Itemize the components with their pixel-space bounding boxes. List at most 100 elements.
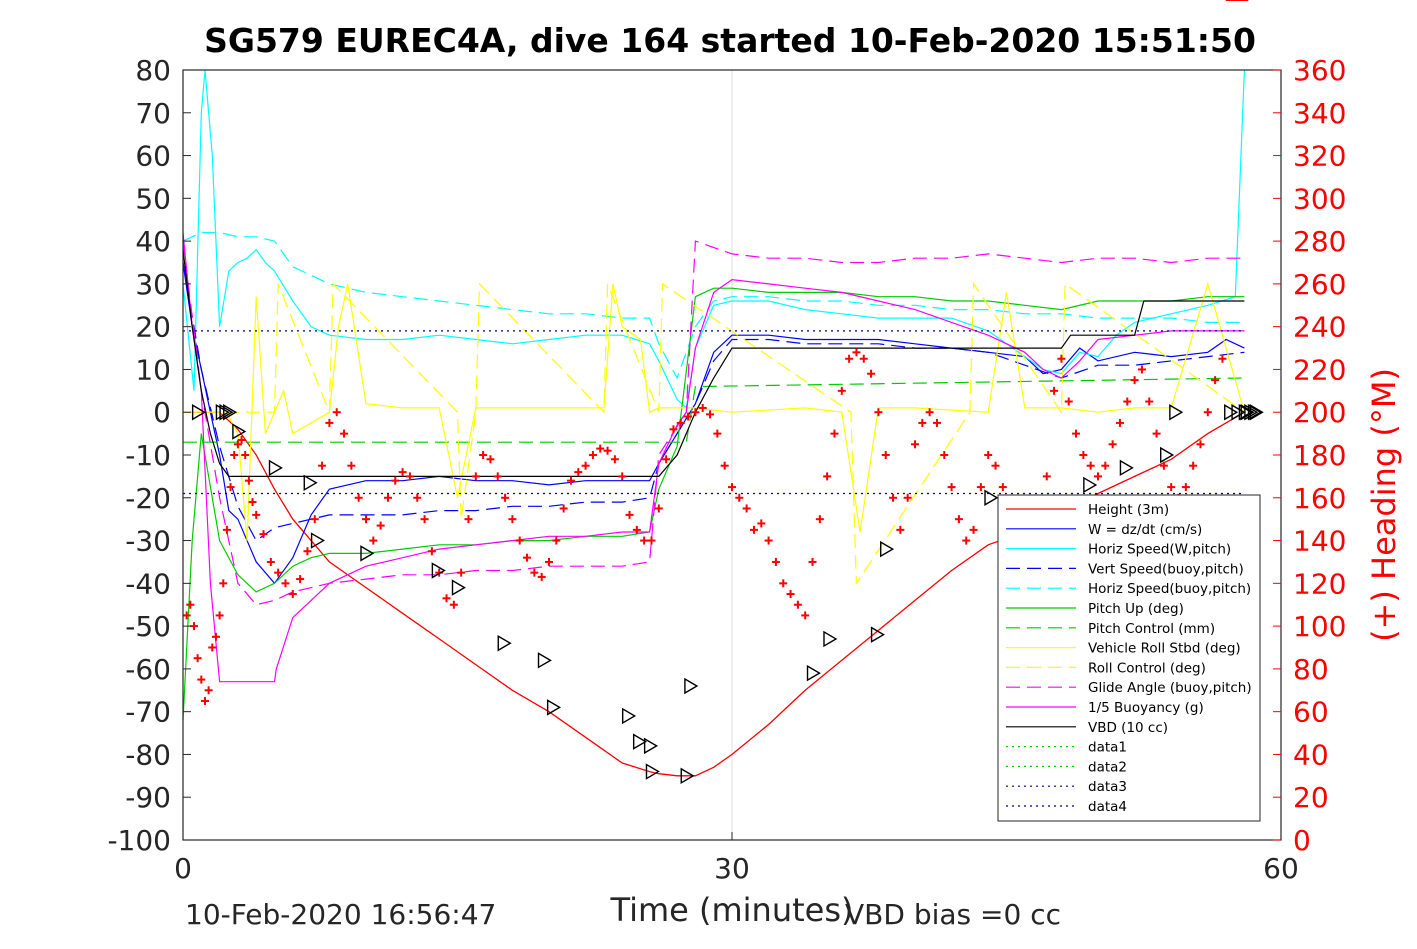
y-tick-label-left: -100	[107, 824, 171, 857]
chart-title: SG579 EUREC4A, dive 164 started 10-Feb-2…	[204, 21, 1256, 60]
heading-layer	[182, 0, 1249, 705]
heading-point	[449, 600, 458, 609]
legend-label: Pitch Control (mm)	[1088, 621, 1215, 637]
height-marker	[310, 532, 325, 549]
heading-point	[1064, 397, 1073, 406]
heading-point	[369, 536, 378, 545]
heading-point	[647, 536, 656, 545]
height-marker	[1224, 404, 1239, 421]
heading-point	[779, 579, 788, 588]
heading-point	[332, 408, 341, 417]
height-marker	[1247, 404, 1262, 421]
heading-point	[1181, 483, 1190, 492]
heading-point	[391, 476, 400, 485]
series-line-9	[182, 240, 1245, 606]
heading-point	[911, 440, 919, 449]
y-tick-label-right: 180	[1293, 439, 1346, 472]
heading-point	[771, 557, 780, 566]
heading-point	[566, 476, 575, 485]
y-tick-label-right: 80	[1293, 653, 1329, 686]
heading-point	[252, 510, 261, 519]
heading-point	[618, 472, 627, 481]
height-marker	[1160, 446, 1175, 464]
legend-label: Vehicle Roll Stbd (deg)	[1088, 641, 1241, 657]
heading-point	[523, 553, 532, 562]
y-tick-label-left: 40	[135, 225, 171, 258]
legend-label: data1	[1088, 740, 1127, 756]
heading-point	[1189, 461, 1198, 470]
heading-point	[1218, 354, 1227, 363]
heading-point	[208, 643, 217, 652]
y-tick-label-right: 340	[1293, 97, 1346, 130]
x-axis: 0 30 60	[174, 832, 1299, 885]
heading-point	[918, 418, 927, 427]
heading-point	[420, 515, 429, 524]
heading-point	[288, 590, 297, 599]
heading-point	[984, 451, 993, 459]
heading-point	[867, 369, 876, 378]
legend-label: Horiz Speed(buoy,pitch)	[1088, 581, 1251, 597]
y-tick-label-left: 60	[135, 140, 171, 173]
heading-point	[362, 515, 370, 524]
height-marker	[680, 767, 695, 785]
footer-vbd-bias: VBD bias =0 cc	[845, 898, 1061, 931]
heading-point	[801, 611, 810, 620]
y-tick-label-right: 120	[1293, 567, 1346, 600]
y-tick-label-left: -50	[125, 610, 171, 643]
series-line-1	[182, 262, 1245, 585]
heading-point	[1159, 461, 1168, 470]
y-tick-label-right: 60	[1293, 696, 1329, 729]
heading-point	[610, 455, 619, 464]
heading-point	[881, 451, 890, 459]
y-tick-label-right: 160	[1293, 482, 1346, 515]
heading-point	[830, 429, 839, 438]
heading-point	[215, 611, 224, 620]
legend-label: Vert Speed(buoy,pitch)	[1088, 561, 1244, 577]
heading-point	[874, 408, 883, 417]
y-tick-label-right: 200	[1293, 396, 1346, 429]
heading-point	[1042, 472, 1051, 481]
heading-point	[1072, 429, 1081, 438]
height-marker	[984, 489, 999, 506]
heading-point	[991, 461, 1000, 470]
heading-point	[720, 461, 729, 470]
heading-point	[889, 493, 898, 502]
height-marker	[1119, 459, 1134, 477]
heading-point	[1057, 354, 1066, 363]
heading-point	[588, 451, 597, 459]
heading-point	[676, 418, 685, 427]
heading-point	[354, 493, 363, 502]
legend-label: Glide Angle (buoy,pitch)	[1088, 680, 1252, 696]
series-line-2	[182, 69, 1245, 410]
legend-label: data3	[1088, 779, 1127, 795]
heading-point	[310, 515, 319, 524]
y-tick-label-left: 0	[153, 396, 171, 429]
heading-point	[691, 408, 700, 417]
series-layer	[182, 69, 1245, 777]
heading-point	[259, 530, 268, 539]
y-tick-label-left: -90	[125, 781, 171, 814]
heading-point	[1152, 429, 1161, 438]
legend-label: Horiz Speed(W,pitch)	[1088, 542, 1231, 558]
legend-label: data4	[1088, 799, 1127, 815]
heading-point	[464, 515, 473, 524]
y-tick-label-right: 40	[1293, 738, 1329, 771]
heading-point	[493, 472, 502, 481]
height-marker	[537, 652, 552, 669]
series-line-11	[182, 249, 1245, 477]
heading-point	[222, 525, 231, 534]
heading-point	[211, 632, 220, 641]
heading-point	[442, 594, 451, 603]
height-marker	[1231, 404, 1246, 421]
x-tick-label: 0	[174, 852, 192, 885]
heading-point	[197, 675, 206, 684]
heading-point	[859, 354, 868, 363]
series-line-4	[182, 232, 1245, 380]
height-marker	[645, 763, 660, 780]
heading-point	[581, 461, 590, 470]
y-tick-label-right: 20	[1293, 781, 1329, 814]
heading-point	[296, 575, 305, 584]
heading-point	[204, 686, 213, 695]
